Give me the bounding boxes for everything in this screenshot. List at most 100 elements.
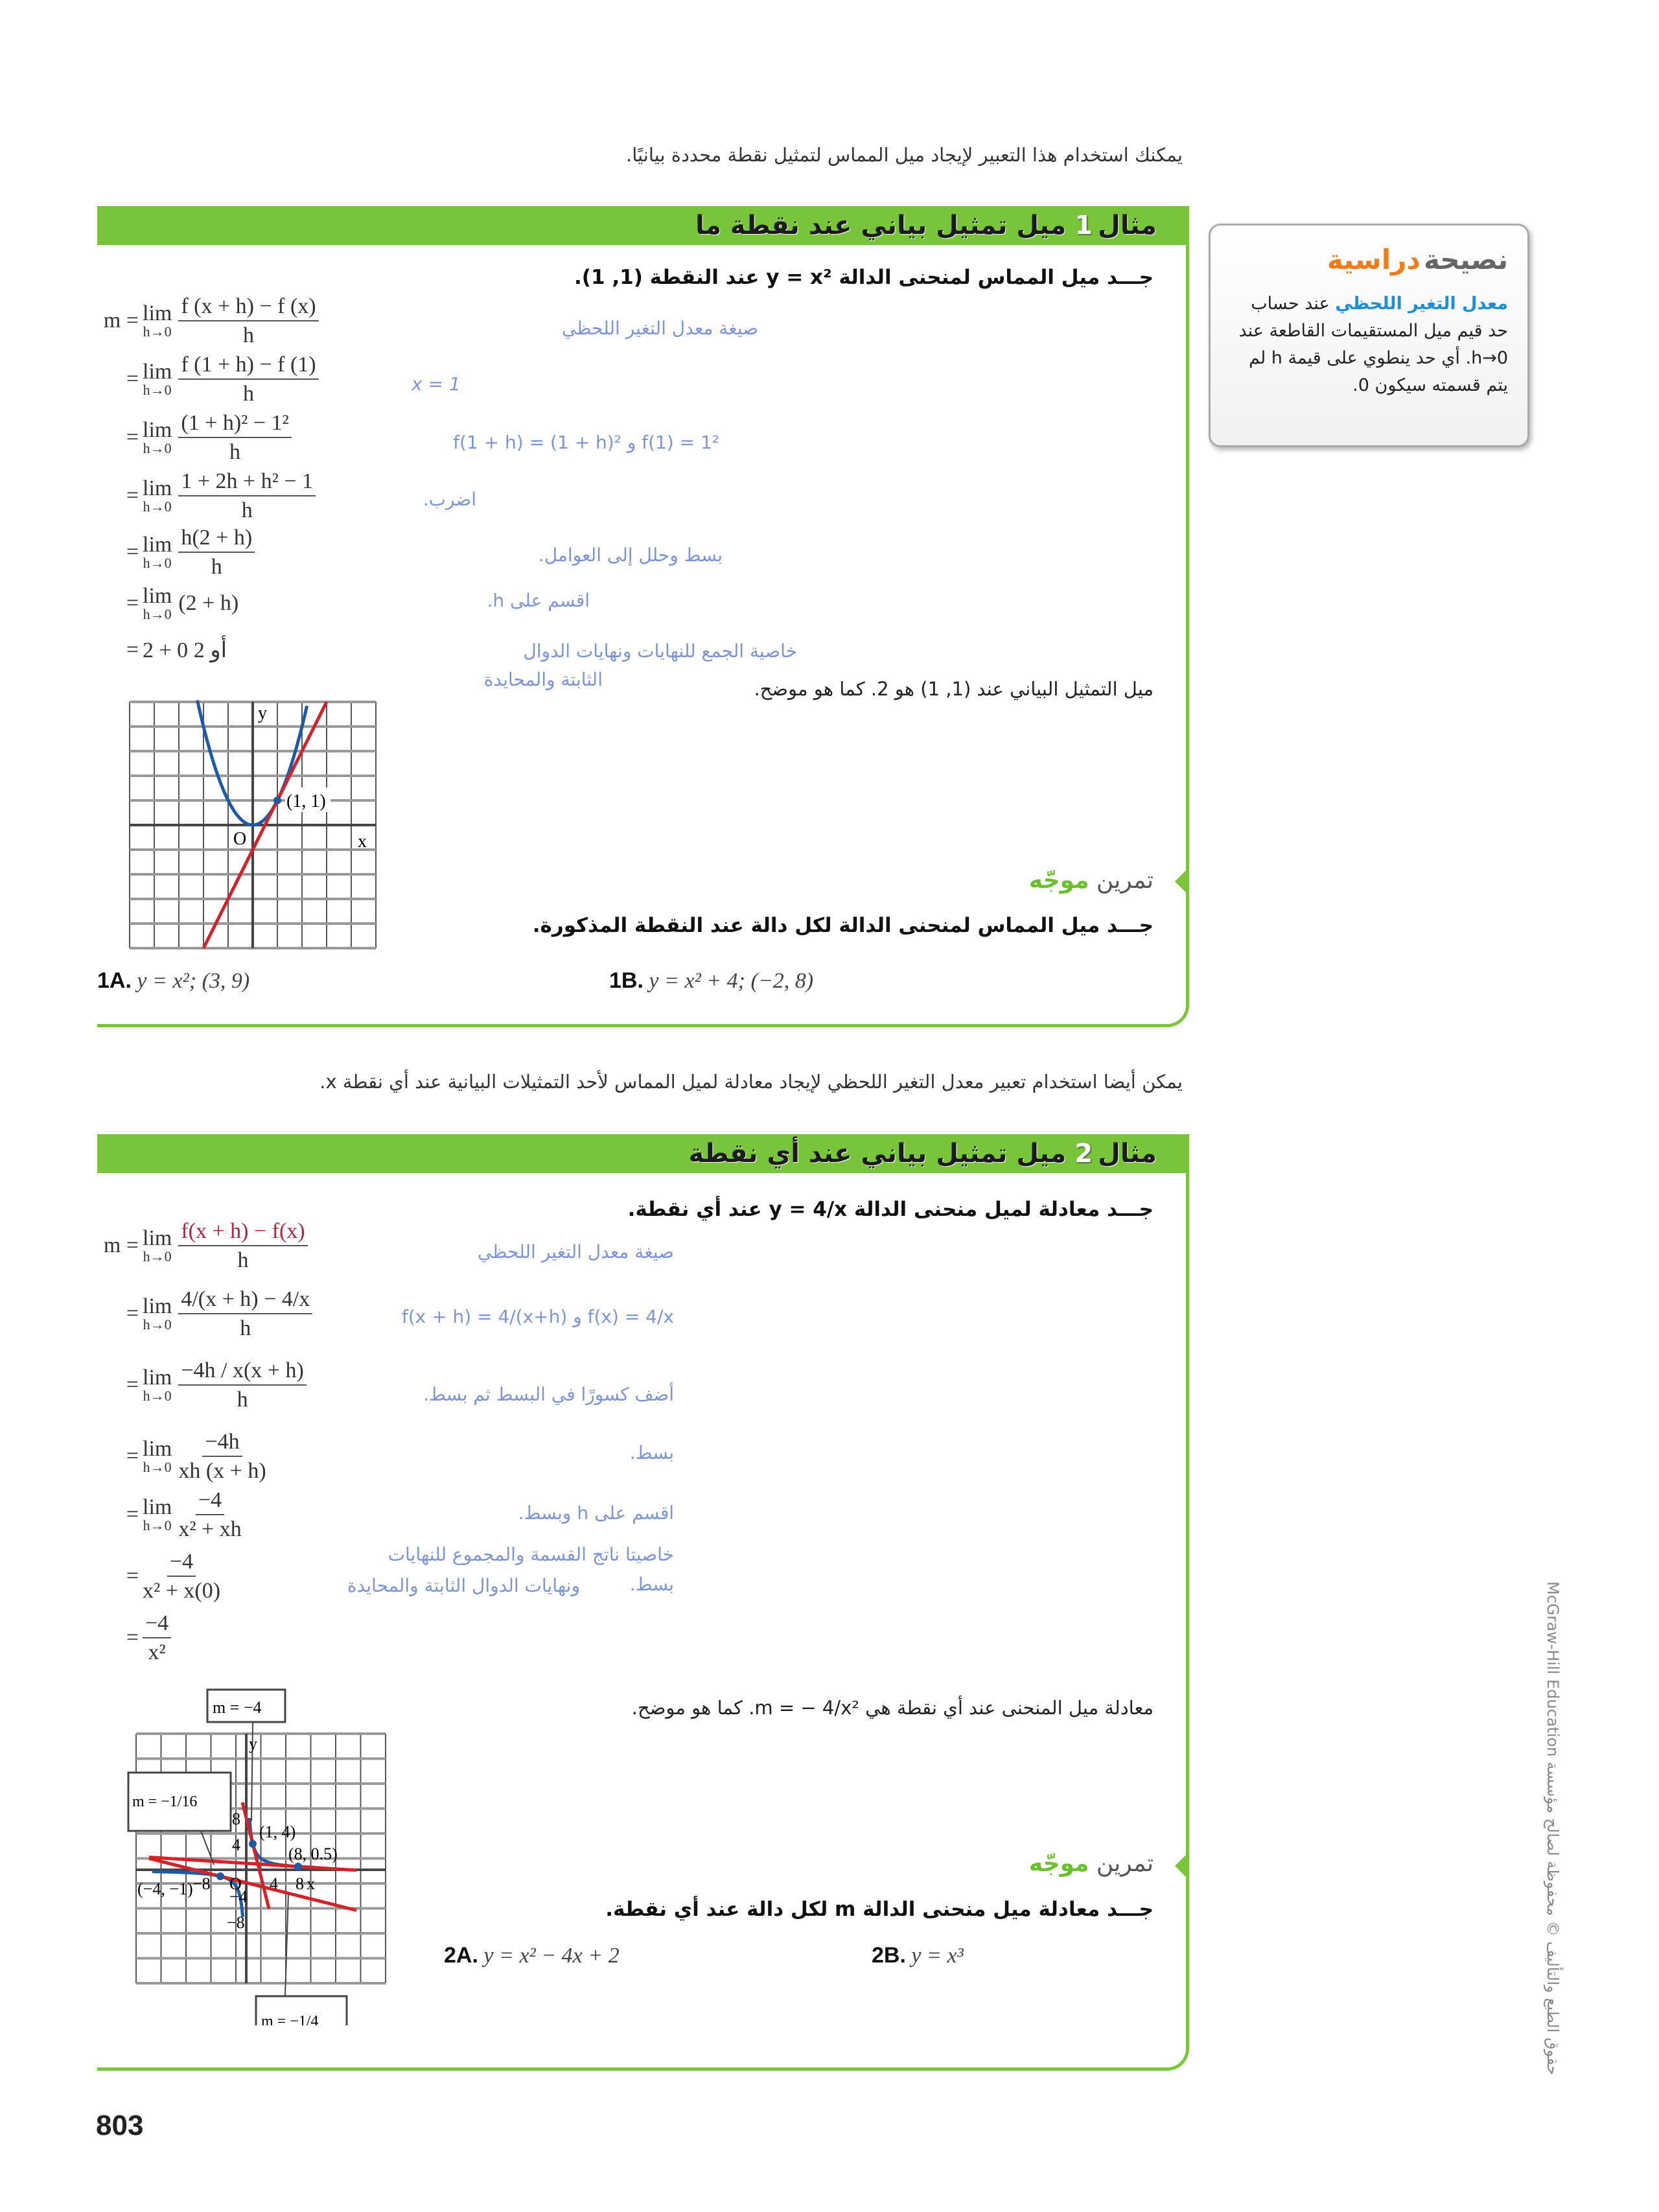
- tick-label: −8: [192, 1874, 211, 1893]
- step-lhs: =: [126, 367, 139, 391]
- example-label: مثال: [1098, 1139, 1157, 1169]
- step-lhs: =: [126, 1373, 139, 1397]
- fraction: −4h xh (x + h): [178, 1430, 266, 1484]
- example-2-box: مثال2 ميل تمثيل بياني عند أي نقطة جـــد …: [97, 1134, 1189, 2071]
- guided-practice-heading: تمرين موجّه: [1028, 1850, 1154, 1877]
- x-axis-label: x: [307, 1874, 315, 1893]
- solution-step: = −4 x² + x(0): [97, 1549, 220, 1603]
- solution-step: = lim h→0 4/(x + h) − 4/x h: [97, 1286, 313, 1341]
- study-tip-box: نصيحة دراسية معدل التغير اللحظي عند حساب…: [1209, 224, 1529, 447]
- copyright-notice: McGraw-Hill Education حقوق الطبع والتألي…: [1544, 1581, 1562, 2075]
- limit-operator: lim h→0: [143, 1226, 172, 1265]
- step-note: أضف كسورًا في البسط ثم بسط.: [423, 1384, 674, 1405]
- step-lhs: =: [126, 483, 139, 508]
- callout-box: [255, 1995, 348, 2025]
- example-2-header: مثال2 ميل تمثيل بياني عند أي نقطة: [97, 1134, 1189, 1173]
- solution-step: = −4 x²: [97, 1611, 172, 1665]
- example-label: مثال: [1098, 211, 1157, 240]
- graph-parabola-tangent: (1, 1) O x y: [129, 700, 377, 949]
- step-lhs: =: [126, 1301, 139, 1326]
- step-note: ونهايات الدوال الثابتة والمحايدة: [347, 1575, 580, 1596]
- point-label: (−4, −1): [137, 1880, 193, 1898]
- tangent-point: [294, 1863, 302, 1870]
- page-number: 803: [96, 2110, 144, 2141]
- step-note: صيغة معدل التغير اللحظي: [561, 318, 758, 339]
- step-lhs: =: [126, 591, 139, 615]
- solution-step: = lim h→0 (1 + h)² − 1² h: [97, 410, 292, 465]
- fraction: −4h / x(x + h) h: [178, 1358, 307, 1412]
- origin-label: O: [229, 1874, 242, 1893]
- guided-practice-tab: [1175, 1852, 1189, 1880]
- fraction: f (x + h) − f (x) h: [178, 294, 319, 348]
- step-lhs: =: [126, 425, 139, 450]
- tangent-point: [216, 1872, 224, 1880]
- fraction: −4 x² + x(0): [143, 1550, 221, 1603]
- tangent-point: [249, 1840, 257, 1848]
- study-tip-body: معدل التغير اللحظي عند حساب حد قيم ميل ا…: [1238, 294, 1508, 395]
- solution-step: m = lim h→0 f (x + h) − f (x) h: [97, 294, 319, 348]
- tangent-point: [273, 797, 281, 804]
- exercise-2a: 2A. y = x² − 4x + 2: [444, 1943, 620, 1968]
- callout-box: [127, 1771, 232, 1832]
- example-question: جـــد ميل المماس لمنحنى الدالة y = x² عن…: [574, 266, 1154, 289]
- example-question: جـــد معادلة لميل منحنى الدالة y = 4/x ع…: [627, 1198, 1154, 1221]
- limit-operator: lim h→0: [143, 301, 172, 340]
- step-expression: 2 + 0 أو 2: [143, 638, 227, 662]
- limit-operator: lim h→0: [143, 476, 172, 515]
- tick-label: −4: [229, 1887, 248, 1906]
- solution-step: = 2 + 0 أو 2: [97, 637, 227, 663]
- limit-operator: lim h→0: [143, 1437, 172, 1476]
- solution-step: m = lim h→0 f(x + h) − f(x) h: [97, 1218, 308, 1273]
- step-note: خاصيتا ناتج القسمة والمجموع للنهايات: [388, 1544, 674, 1565]
- tick-label: −8: [227, 1913, 245, 1932]
- fraction: (1 + h)² − 1² h: [178, 410, 292, 465]
- tick-label: 8: [232, 1810, 240, 1828]
- guided-practice-heading: تمرين موجّه: [1028, 867, 1154, 894]
- fraction: −4 x²: [143, 1611, 172, 1665]
- step-note: بسط.: [629, 1574, 674, 1595]
- callout-label: m = −4: [213, 1698, 262, 1717]
- origin-label: O: [233, 829, 246, 849]
- point-label: (1, 4): [259, 1822, 296, 1841]
- solution-step: = lim h→0 −4h xh (x + h): [97, 1429, 266, 1484]
- callout-label: m = −1/16: [132, 1793, 197, 1810]
- limit-operator: lim h→0: [143, 1294, 172, 1333]
- example-1-box: مثال1 ميل تمثيل بياني عند نقطة ما جـــد …: [97, 206, 1189, 1027]
- intro-text: يمكنك استخدام هذا التعبير لإيجاد ميل الم…: [626, 144, 1183, 166]
- step-note: f(x) = 4/x و f(x + h) = 4/(x+h): [401, 1306, 674, 1327]
- practice-question: جـــد معادلة ميل منحنى الدالة m لكل دالة…: [605, 1898, 1154, 1921]
- step-note: اقسم على h وبسط.: [518, 1502, 674, 1524]
- tick-label: 4: [270, 1874, 278, 1893]
- tangent-line: [202, 701, 329, 949]
- point-label: (1, 1): [286, 791, 326, 811]
- step-lhs: =: [126, 1444, 139, 1469]
- y-axis-label: y: [258, 703, 267, 723]
- step-note: خاصية الجمع للنهايات ونهايات الدوال: [523, 640, 797, 662]
- fraction: 4/(x + h) − 4/x h: [178, 1286, 313, 1341]
- graph-reciprocal-tangents: m = −4 m = −1/16 m = −1/4 (1, 4) (8, 0.5) (−4…: [127, 1688, 386, 2025]
- step-lhs: =: [126, 1625, 139, 1650]
- step-note: اضرب.: [423, 489, 476, 510]
- step-lhs: =: [126, 1502, 139, 1527]
- solution-step: = lim h→0 (2 + h): [97, 585, 238, 622]
- example-1-header: مثال1 ميل تمثيل بياني عند نقطة ما: [97, 206, 1189, 245]
- tangent-line-m-1-16: [148, 1856, 357, 1872]
- practice-question: جـــد ميل المماس لمنحنى الدالة لكل دالة …: [532, 914, 1154, 937]
- tangent-line-m-1-4: [148, 1857, 357, 1912]
- step-expression: (2 + h): [178, 591, 239, 615]
- x-axis-label: x: [358, 832, 367, 852]
- solution-step: = lim h→0 −4 x² + xh: [97, 1487, 242, 1542]
- fraction: f(x + h) − f(x) h: [178, 1218, 308, 1273]
- fraction: −4 x² + xh: [178, 1488, 242, 1542]
- tick-label: 4: [232, 1835, 240, 1854]
- solution-step: = lim h→0 −4h / x(x + h) h: [97, 1358, 307, 1412]
- step-note: بسط وحلل إلى العوامل.: [538, 544, 723, 566]
- limit-operator: lim h→0: [143, 1366, 172, 1404]
- step-note: اقسم على h.: [487, 590, 590, 611]
- exercise-1a: 1A. y = x²; (3, 9): [97, 968, 250, 993]
- conclusion-text: معادلة ميل المنحنى عند أي نقطة هي m = − …: [631, 1697, 1154, 1719]
- solution-step: = lim h→0 h(2 + h) h: [97, 525, 255, 579]
- step-lhs: =: [126, 540, 139, 565]
